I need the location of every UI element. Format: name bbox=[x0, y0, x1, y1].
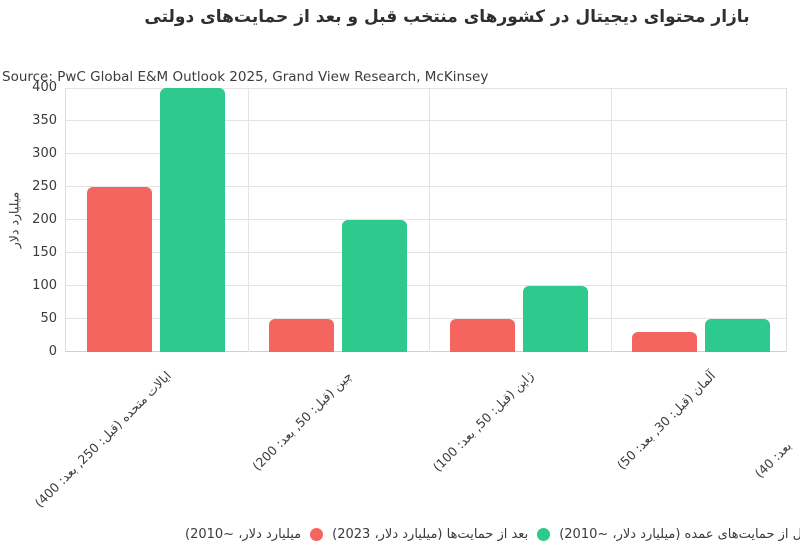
gridline-x bbox=[429, 88, 430, 352]
y-tick-label: 300 bbox=[32, 146, 57, 161]
x-tick-label: آلمان (قبل: 30, بعد: 50) bbox=[613, 368, 719, 473]
y-tick-label: 200 bbox=[32, 212, 57, 227]
bar-after bbox=[523, 286, 588, 352]
gridline-y bbox=[66, 252, 786, 253]
chart-title: بازار محتوای دیجیتال در کشورهای منتخب قب… bbox=[144, 7, 750, 27]
gridline-y bbox=[66, 120, 786, 121]
legend: میلیارد دلار، ~2010) بعد از حمایت‌ها (می… bbox=[185, 516, 800, 552]
source-note: Source: PwC Global E&M Outlook 2025, Gra… bbox=[2, 69, 489, 85]
gridline-x bbox=[248, 88, 249, 352]
bar-before bbox=[450, 319, 515, 352]
y-tick-label: 100 bbox=[32, 278, 57, 293]
y-tick-label: 400 bbox=[32, 80, 57, 95]
x-tick-label: ژاپن (قبل: 50, بعد: 100) bbox=[430, 368, 537, 475]
bar-before bbox=[632, 332, 697, 352]
gridline-y bbox=[66, 351, 786, 352]
legend-marker-before-icon bbox=[310, 527, 324, 541]
legend-wrapped-label-fragment: میلیارد دلار، ~2010) bbox=[185, 526, 302, 542]
bar-after bbox=[705, 319, 770, 352]
gridline-y bbox=[66, 318, 786, 319]
gridline-y bbox=[66, 186, 786, 187]
y-tick-label: 150 bbox=[32, 245, 57, 260]
legend-marker-after-icon bbox=[537, 527, 551, 541]
bar-before bbox=[87, 187, 152, 352]
y-tick-label: 0 bbox=[48, 344, 57, 359]
x-tick-label: ایالات متحده (قبل: 250, بعد: 400) bbox=[31, 368, 174, 511]
gridline-x bbox=[611, 88, 612, 352]
legend-label-before: قبل از حمایت‌های عمده (میلیارد دلار، ~20… bbox=[559, 526, 800, 542]
y-tick-label: 50 bbox=[40, 311, 57, 326]
bar-after bbox=[342, 220, 407, 352]
x-tick-label-clipped: بعد: 40) bbox=[751, 438, 795, 481]
gridline-y bbox=[66, 153, 786, 154]
gridline-y bbox=[66, 88, 786, 89]
y-tick-label: 250 bbox=[32, 179, 57, 194]
y-tick-label: 350 bbox=[32, 113, 57, 128]
legend-label-after: بعد از حمایت‌ها (میلیارد دلار، 2023) bbox=[332, 526, 529, 542]
plot-area bbox=[65, 88, 787, 352]
gridline-y bbox=[66, 285, 786, 286]
bar-before bbox=[269, 319, 334, 352]
x-tick-label: چین (قبل: 50, بعد: 200) bbox=[249, 368, 356, 474]
bar-after bbox=[160, 88, 225, 352]
y-axis-tick-labels: 0 50 100 150 200 250 300 350 400 bbox=[0, 80, 57, 359]
gridline-y bbox=[66, 219, 786, 220]
